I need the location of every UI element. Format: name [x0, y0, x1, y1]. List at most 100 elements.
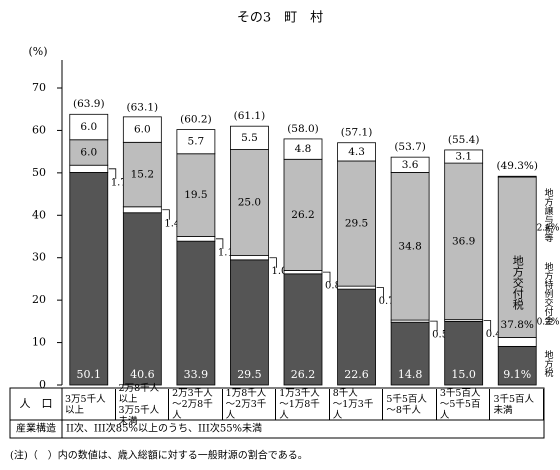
- value-label: 19.5: [184, 189, 207, 201]
- value-label: 15.2: [131, 169, 154, 181]
- bar-segment: [283, 138, 323, 160]
- bar-segment: [122, 212, 162, 386]
- bar-segment: [69, 113, 109, 141]
- total-label: (60.2): [180, 114, 212, 126]
- bar-segment: [337, 142, 376, 162]
- bar-segment: [444, 162, 484, 321]
- y-tick-label: 70: [32, 81, 46, 94]
- bar-segment: [497, 175, 537, 178]
- bar-segment: [176, 236, 216, 242]
- bar-segment: [390, 172, 430, 321]
- total-label: (61.1): [234, 110, 266, 122]
- bar-segment: [230, 255, 269, 261]
- bar-segment: [69, 164, 109, 173]
- y-tick-label: 30: [32, 251, 46, 264]
- industry-text: II次、III次85%以上のうち、III次55%未満: [66, 422, 262, 435]
- bar-segment: [444, 149, 484, 164]
- bar-segment: [176, 240, 216, 386]
- category-label: 8千人 ～1万3千人: [330, 388, 384, 421]
- bar-segment: [230, 259, 269, 386]
- bar-segment: [283, 273, 323, 386]
- value-label: 5.5: [241, 132, 258, 144]
- value-label: 0.2%: [537, 318, 560, 328]
- bar-segment: [283, 158, 323, 271]
- total-label: (58.0): [287, 123, 319, 135]
- bar-segment: [337, 285, 376, 290]
- annotation: 地方特例交付金: [543, 261, 554, 325]
- value-label: 34.8: [398, 240, 421, 252]
- bar-segment: [122, 116, 162, 143]
- value-label: 0.7: [379, 296, 395, 307]
- value-label: 50.1: [77, 368, 102, 381]
- value-label: 1.7: [111, 177, 127, 188]
- annotation: 地方税: [543, 349, 554, 378]
- leader: [483, 320, 492, 331]
- value-label: 1.1: [218, 247, 234, 258]
- value-label: 0.5: [432, 330, 448, 341]
- value-label: 22.6: [344, 368, 369, 381]
- value-label: 1.0: [271, 266, 287, 277]
- category-label: 3千5百人 未満: [490, 389, 544, 420]
- bar-segment: [337, 160, 376, 287]
- category-label: 3千5百人 ～5千5百人: [437, 388, 491, 421]
- bar-segment: [390, 156, 430, 173]
- category-label: 1万8千人 ～2万3千人: [223, 388, 277, 421]
- value-label: 15.0: [451, 368, 476, 381]
- bar-segment: [122, 206, 162, 214]
- bar-segment: [69, 139, 109, 166]
- value-label: 36.9: [452, 235, 475, 247]
- total-label: (53.7): [394, 141, 426, 153]
- value-label: 26.2: [291, 209, 314, 221]
- value-label: 5.7: [188, 136, 205, 148]
- total-label: (63.9): [73, 98, 105, 110]
- value-label: 29.5: [345, 218, 368, 230]
- bar-segment: [176, 129, 216, 155]
- category-label: 3万5千人 以上: [62, 389, 116, 420]
- leader: [215, 238, 224, 249]
- annotation: 地方譲与税等: [543, 187, 554, 242]
- value-label: 4.8: [295, 143, 312, 155]
- y-tick-label: 50: [32, 166, 46, 179]
- value-label: 4.3: [348, 146, 365, 158]
- value-label: 14.8: [398, 368, 423, 381]
- value-label: 26.2: [291, 368, 316, 381]
- bar-segment: [283, 270, 323, 275]
- total-label: (57.1): [341, 127, 373, 139]
- y-tick-label: 10: [32, 336, 46, 349]
- leader: [108, 168, 117, 179]
- value-label: 1.4: [164, 218, 180, 229]
- row-label: 人 口: [20, 397, 53, 410]
- total-label: (49.3%): [496, 160, 538, 172]
- value-label: 25.0: [238, 197, 261, 209]
- bar-segment: [497, 337, 537, 347]
- value-label: 6.0: [80, 121, 97, 133]
- value-label: 3.6: [402, 159, 419, 171]
- category-label: 5千5百人 ～8千人: [383, 389, 437, 420]
- bar-segment: [230, 149, 269, 256]
- y-axis-label: (%): [28, 45, 47, 58]
- leader: [323, 271, 331, 283]
- value-label: 3.1: [455, 151, 472, 163]
- y-tick-label: 60: [32, 123, 46, 136]
- bar-segment: [497, 345, 537, 386]
- bar-segment: [497, 176, 537, 338]
- y-tick-label: 40: [32, 208, 46, 221]
- chart-title: その3 町 村: [237, 11, 323, 26]
- category-label: 1万3千人 ～1万8千人: [276, 388, 330, 421]
- value-label: 6.0: [134, 124, 151, 136]
- row-label: 産業構造: [16, 422, 56, 435]
- value-label: 29.5: [237, 368, 262, 381]
- category-label: 2万3千人 ～2万8千人: [169, 388, 223, 421]
- annotation: 地方交付税: [511, 255, 524, 310]
- value-label: 2.1%: [537, 224, 560, 234]
- value-label: 40.6: [130, 368, 155, 381]
- leader: [430, 320, 438, 332]
- leader: [269, 257, 277, 268]
- bar-segment: [69, 172, 109, 386]
- category-label: 2万8千人以上 3万5千人未満: [116, 383, 170, 427]
- value-label: 37.8%: [501, 319, 534, 331]
- y-tick-label: 0: [39, 378, 46, 391]
- value-label: 9.1%: [503, 368, 531, 381]
